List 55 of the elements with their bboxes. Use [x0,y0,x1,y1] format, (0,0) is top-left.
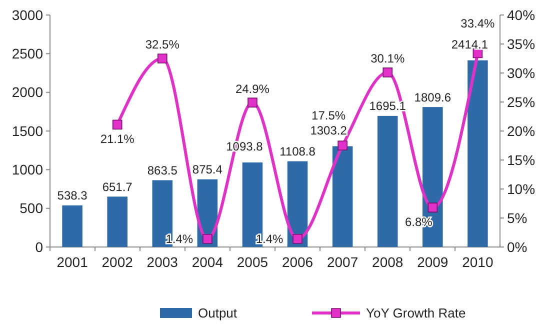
bar [107,196,128,247]
y-tick-label: 1000 [12,162,44,178]
bar [62,205,82,247]
y2-tick-label: 20% [507,122,536,139]
y2-tick-label: 15% [507,152,536,168]
point [382,68,393,78]
y2-tick-label: 40% [507,6,536,23]
y-tick-label: 2500 [12,46,44,62]
data-label: 538.3 [57,188,88,203]
x-tick-label: 2006 [282,254,314,270]
y-tick-label: 500 [20,200,44,216]
point [292,234,302,244]
bar [377,116,398,247]
point [338,140,348,150]
point [428,202,438,212]
y-tick-label: 2000 [12,84,44,100]
data-label: 17.5% [312,108,346,123]
data-label: 1809.6 [414,90,452,104]
y2-tick-label: 35% [507,36,536,52]
point [112,120,122,130]
y-tick-label: 3000 [12,6,44,23]
x-tick-label: 2001 [56,254,88,270]
x-tick-label: 2003 [146,254,178,270]
data-label: 651.7 [102,180,133,194]
data-label: 2414.1 [451,38,488,52]
data-label: 24.9% [235,82,270,96]
data-label: 875.4 [192,162,223,176]
data-label: 21.1% [100,132,135,146]
point [202,234,212,244]
x-tick-label: 2007 [326,254,358,270]
y2-tick-label: 25% [507,94,536,110]
data-label: 1108.8 [280,144,316,158]
y2-tick-label: 10% [507,180,536,197]
data-label: 33.4% [460,16,496,30]
y2-tick-label: 30% [507,64,536,81]
data-label: 863.5 [147,163,178,178]
y2-tick-label: 0% [507,238,528,255]
legend-label: YoY Growth Rate [366,306,466,321]
data-label: 30.1% [370,52,405,66]
x-tick-label: 2009 [417,254,448,270]
x-tick-label: 2010 [462,254,494,270]
x-tick-label: 2005 [236,254,268,270]
x-tick-label: 2002 [102,254,134,270]
y2-tick-label: 5% [507,210,528,226]
point [248,98,258,108]
x-tick-label: 2004 [192,254,224,270]
legend-label: Output [198,306,238,321]
x-tick-label: 2008 [372,254,404,270]
bar [332,146,353,247]
y-tick-label: 0 [35,238,44,255]
point [157,54,168,64]
data-label: 32.5% [145,38,180,52]
bar [468,60,488,247]
y-tick-label: 1500 [12,122,44,139]
data-label: 1303.2 [310,123,348,138]
